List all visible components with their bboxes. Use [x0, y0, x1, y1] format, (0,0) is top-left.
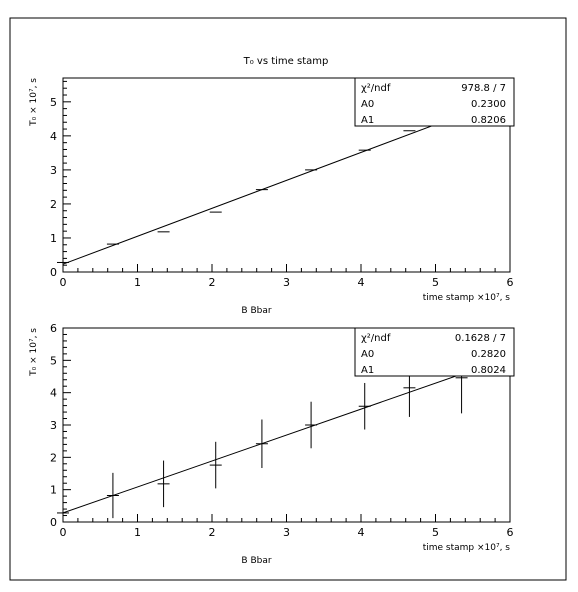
stats-value: 0.2820 [471, 349, 506, 360]
stats-label: χ²/ndf [361, 83, 391, 94]
stats-label: A0 [361, 349, 374, 360]
panel-1: 0 1 2 3 4 5 6 0 1 2 3 4 5 time stamp ×10⁷, s B Bbar T₀ … [29, 77, 515, 316]
y-tick-label: 5 [50, 96, 57, 109]
y-tick-label: 2 [50, 451, 57, 464]
x-tick-label: 5 [432, 276, 439, 289]
data-point [57, 503, 69, 522]
y-tick-label: 0 [50, 516, 57, 529]
data-point [157, 460, 170, 508]
fit-line [62, 356, 511, 514]
stats-value: 0.2300 [471, 99, 506, 110]
y-tick-label: 3 [50, 419, 57, 432]
data-point [358, 382, 371, 430]
data-point [305, 401, 318, 449]
x-tick-label: 2 [209, 526, 216, 539]
y-tick-label: 4 [50, 387, 57, 400]
y-tick-label: 5 [50, 354, 57, 367]
x-tick-label: 6 [507, 526, 514, 539]
x-axis-label: time stamp ×10⁷, s [423, 543, 511, 553]
x-tick-label: 1 [134, 526, 141, 539]
x-tick-label: 2 [209, 276, 216, 289]
stats-label: A1 [361, 115, 374, 126]
y-tick-label: 2 [50, 198, 57, 211]
x-tick-label: 1 [134, 276, 141, 289]
x-tick-label: 0 [60, 526, 67, 539]
stats-value: 0.8024 [471, 365, 506, 376]
outer-frame [9, 17, 567, 581]
stats-box: χ²/ndf 978.8 / 7 A0 0.2300 A1 0.8206 [354, 77, 515, 127]
data-point [209, 441, 222, 489]
y-tick-label: 1 [50, 484, 57, 497]
y-tick-label: 3 [50, 164, 57, 177]
data-point [255, 419, 268, 469]
stats-box: χ²/ndf 0.1628 / 7 A0 0.2820 A1 0.8024 [354, 327, 515, 377]
y-axis-label: T₀ × 10⁷, s [29, 328, 39, 377]
x-tick-label: 3 [283, 526, 290, 539]
data-point [106, 472, 119, 519]
x-tick-label: 0 [60, 276, 67, 289]
x-axis-sublabel: B Bbar [241, 556, 271, 566]
x-tick-label: 5 [432, 526, 439, 539]
stats-label: A0 [361, 99, 374, 110]
stats-label: χ²/ndf [361, 333, 391, 344]
stats-box-frame [354, 327, 515, 377]
stats-box-frame [354, 77, 515, 127]
stats-value: 0.8206 [471, 115, 506, 126]
y-tick-label: 0 [50, 266, 57, 279]
stats-value: 978.8 / 7 [461, 83, 506, 94]
x-axis-label: time stamp ×10⁷, s [423, 293, 511, 303]
x-tick-label: 4 [358, 526, 365, 539]
y-tick-label: 6 [50, 322, 57, 335]
figure-title: T₀ vs time stamp [243, 56, 329, 67]
y-tick-label: 1 [50, 232, 57, 245]
x-axis-sublabel: B Bbar [241, 306, 271, 316]
stats-value: 0.1628 / 7 [455, 333, 506, 344]
panel-2: 0 1 2 3 4 5 6 0 1 2 3 4 5 6 time stamp ×10⁷, s B Bbar T₀… [29, 322, 515, 566]
x-tick-label: 3 [283, 276, 290, 289]
stats-label: A1 [361, 365, 374, 376]
x-tick-label: 6 [507, 276, 514, 289]
y-axis-label: T₀ × 10⁷, s [29, 78, 39, 127]
y-tick-label: 4 [50, 130, 57, 143]
x-tick-label: 4 [358, 276, 365, 289]
